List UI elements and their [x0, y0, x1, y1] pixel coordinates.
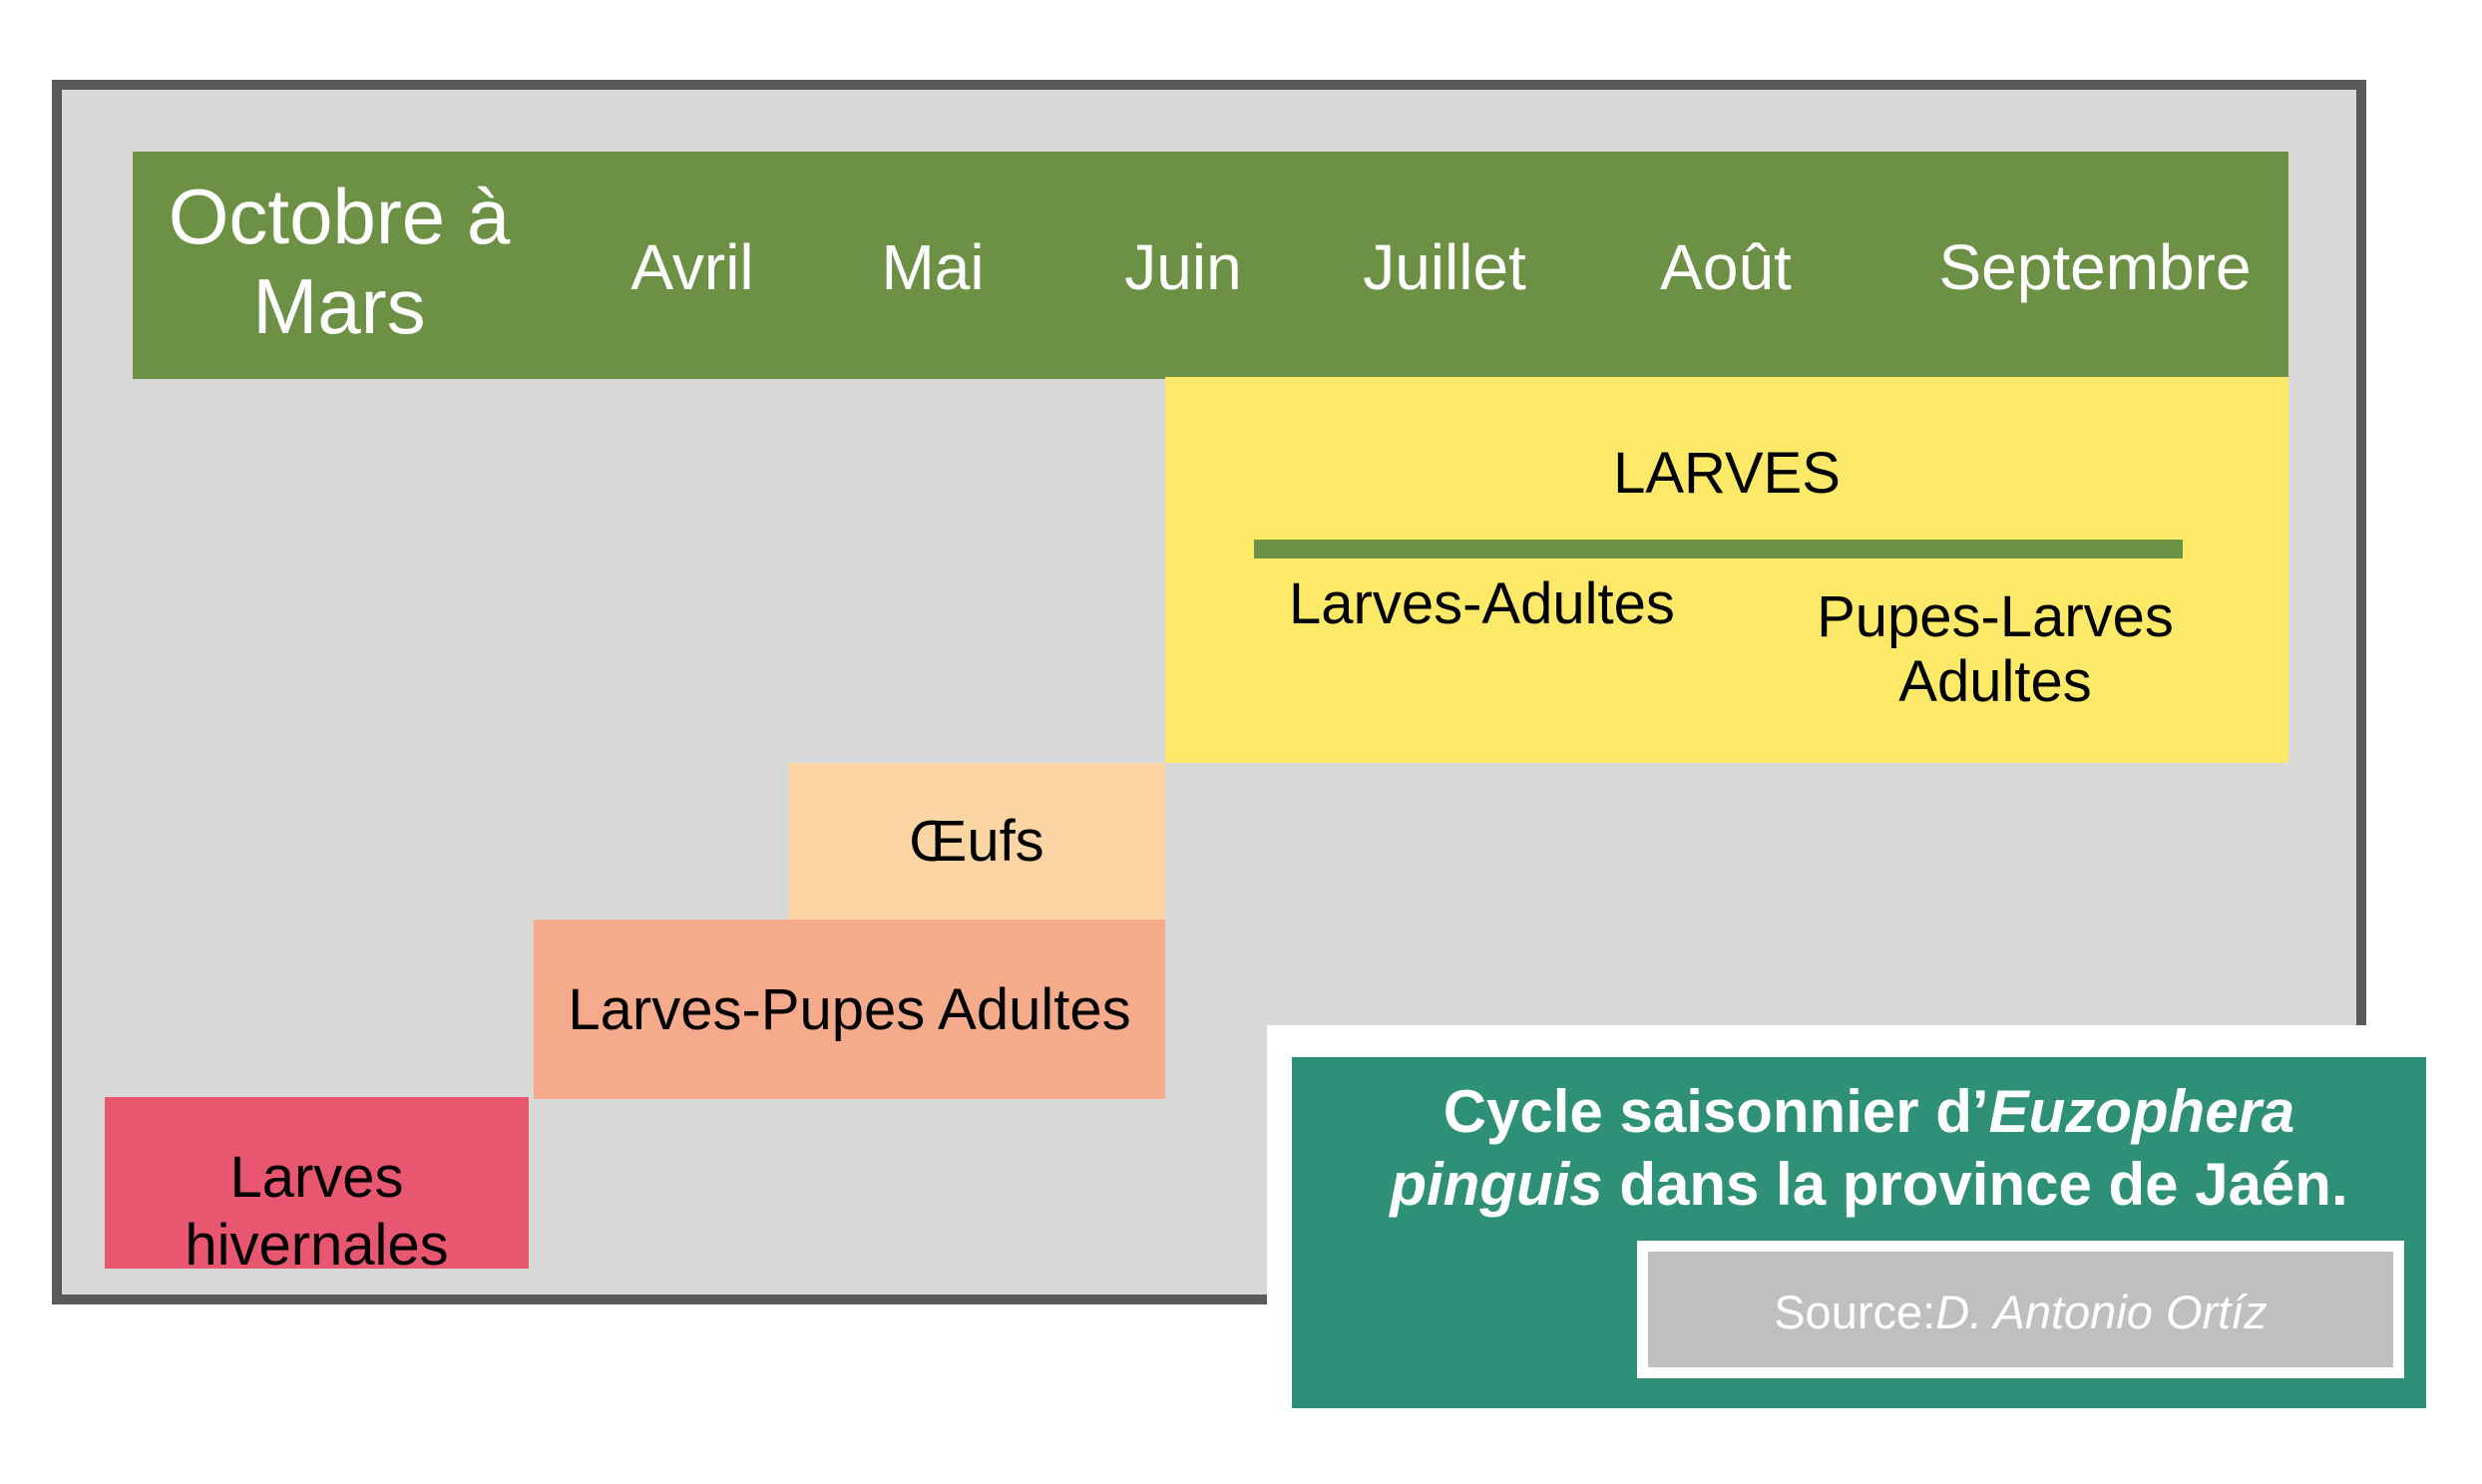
month-label-juin: Juin [1124, 231, 1242, 303]
larves-pupes-adultes-stage-box: Larves-Pupes Adultes [534, 920, 1165, 1099]
caption-line2-regular: dans la province de Jaén. [1602, 1151, 2348, 1218]
months-header-bar [133, 152, 2288, 379]
larves-hivernales-line-1: Larves [229, 1145, 404, 1210]
month-label-septembre: Septembre [1938, 231, 2252, 303]
pupes-larves-line-1: Pupes-Larves [1817, 584, 2174, 649]
source-box: Source: D. Antonio Ortíz [1637, 1241, 2404, 1378]
month-label-aout: Août [1660, 231, 1792, 303]
caption-line2-italic: pinguis [1390, 1151, 1603, 1218]
oeufs-stage-box: Œufs [788, 763, 1165, 920]
source-prefix: Source: [1774, 1285, 1936, 1338]
larves-adultes-label: Larves-Adultes [1289, 571, 1675, 636]
pupes-larves-line-2: Adultes [1898, 649, 2092, 714]
caption-line1-regular: Cycle saisonnier d’ [1443, 1078, 1989, 1145]
period-line-2: Mars [252, 262, 426, 350]
month-label-juillet: Juillet [1363, 231, 1526, 303]
month-label-mai: Mai [881, 231, 985, 303]
month-label-avril: Avril [630, 231, 754, 303]
larves-hivernales-label: Larves hivernales [105, 1144, 529, 1280]
pupes-larves-adultes-label: Pupes-Larves Adultes [1817, 584, 2174, 714]
period-octobre-mars-label: Octobre à Mars [130, 172, 549, 351]
larves-pupes-adultes-stage-label: Larves-Pupes Adultes [568, 976, 1131, 1042]
larves-summer-stage-box [1165, 377, 2288, 763]
larves-hivernales-line-2: hivernales [185, 1213, 449, 1278]
source-name: D. Antonio Ortíz [1935, 1285, 2268, 1338]
larves-title: LARVES [1613, 441, 1841, 506]
caption-line1-italic: Euzophera [1988, 1078, 2295, 1145]
larves-hivernales-stage-box [105, 1097, 529, 1269]
caption-title: Cycle saisonnier d’Euzophera pinguis dan… [1312, 1075, 2426, 1221]
period-line-1: Octobre à [168, 173, 511, 260]
green-divider-line [1254, 540, 2183, 558]
oeufs-label: Œufs [909, 809, 1044, 874]
